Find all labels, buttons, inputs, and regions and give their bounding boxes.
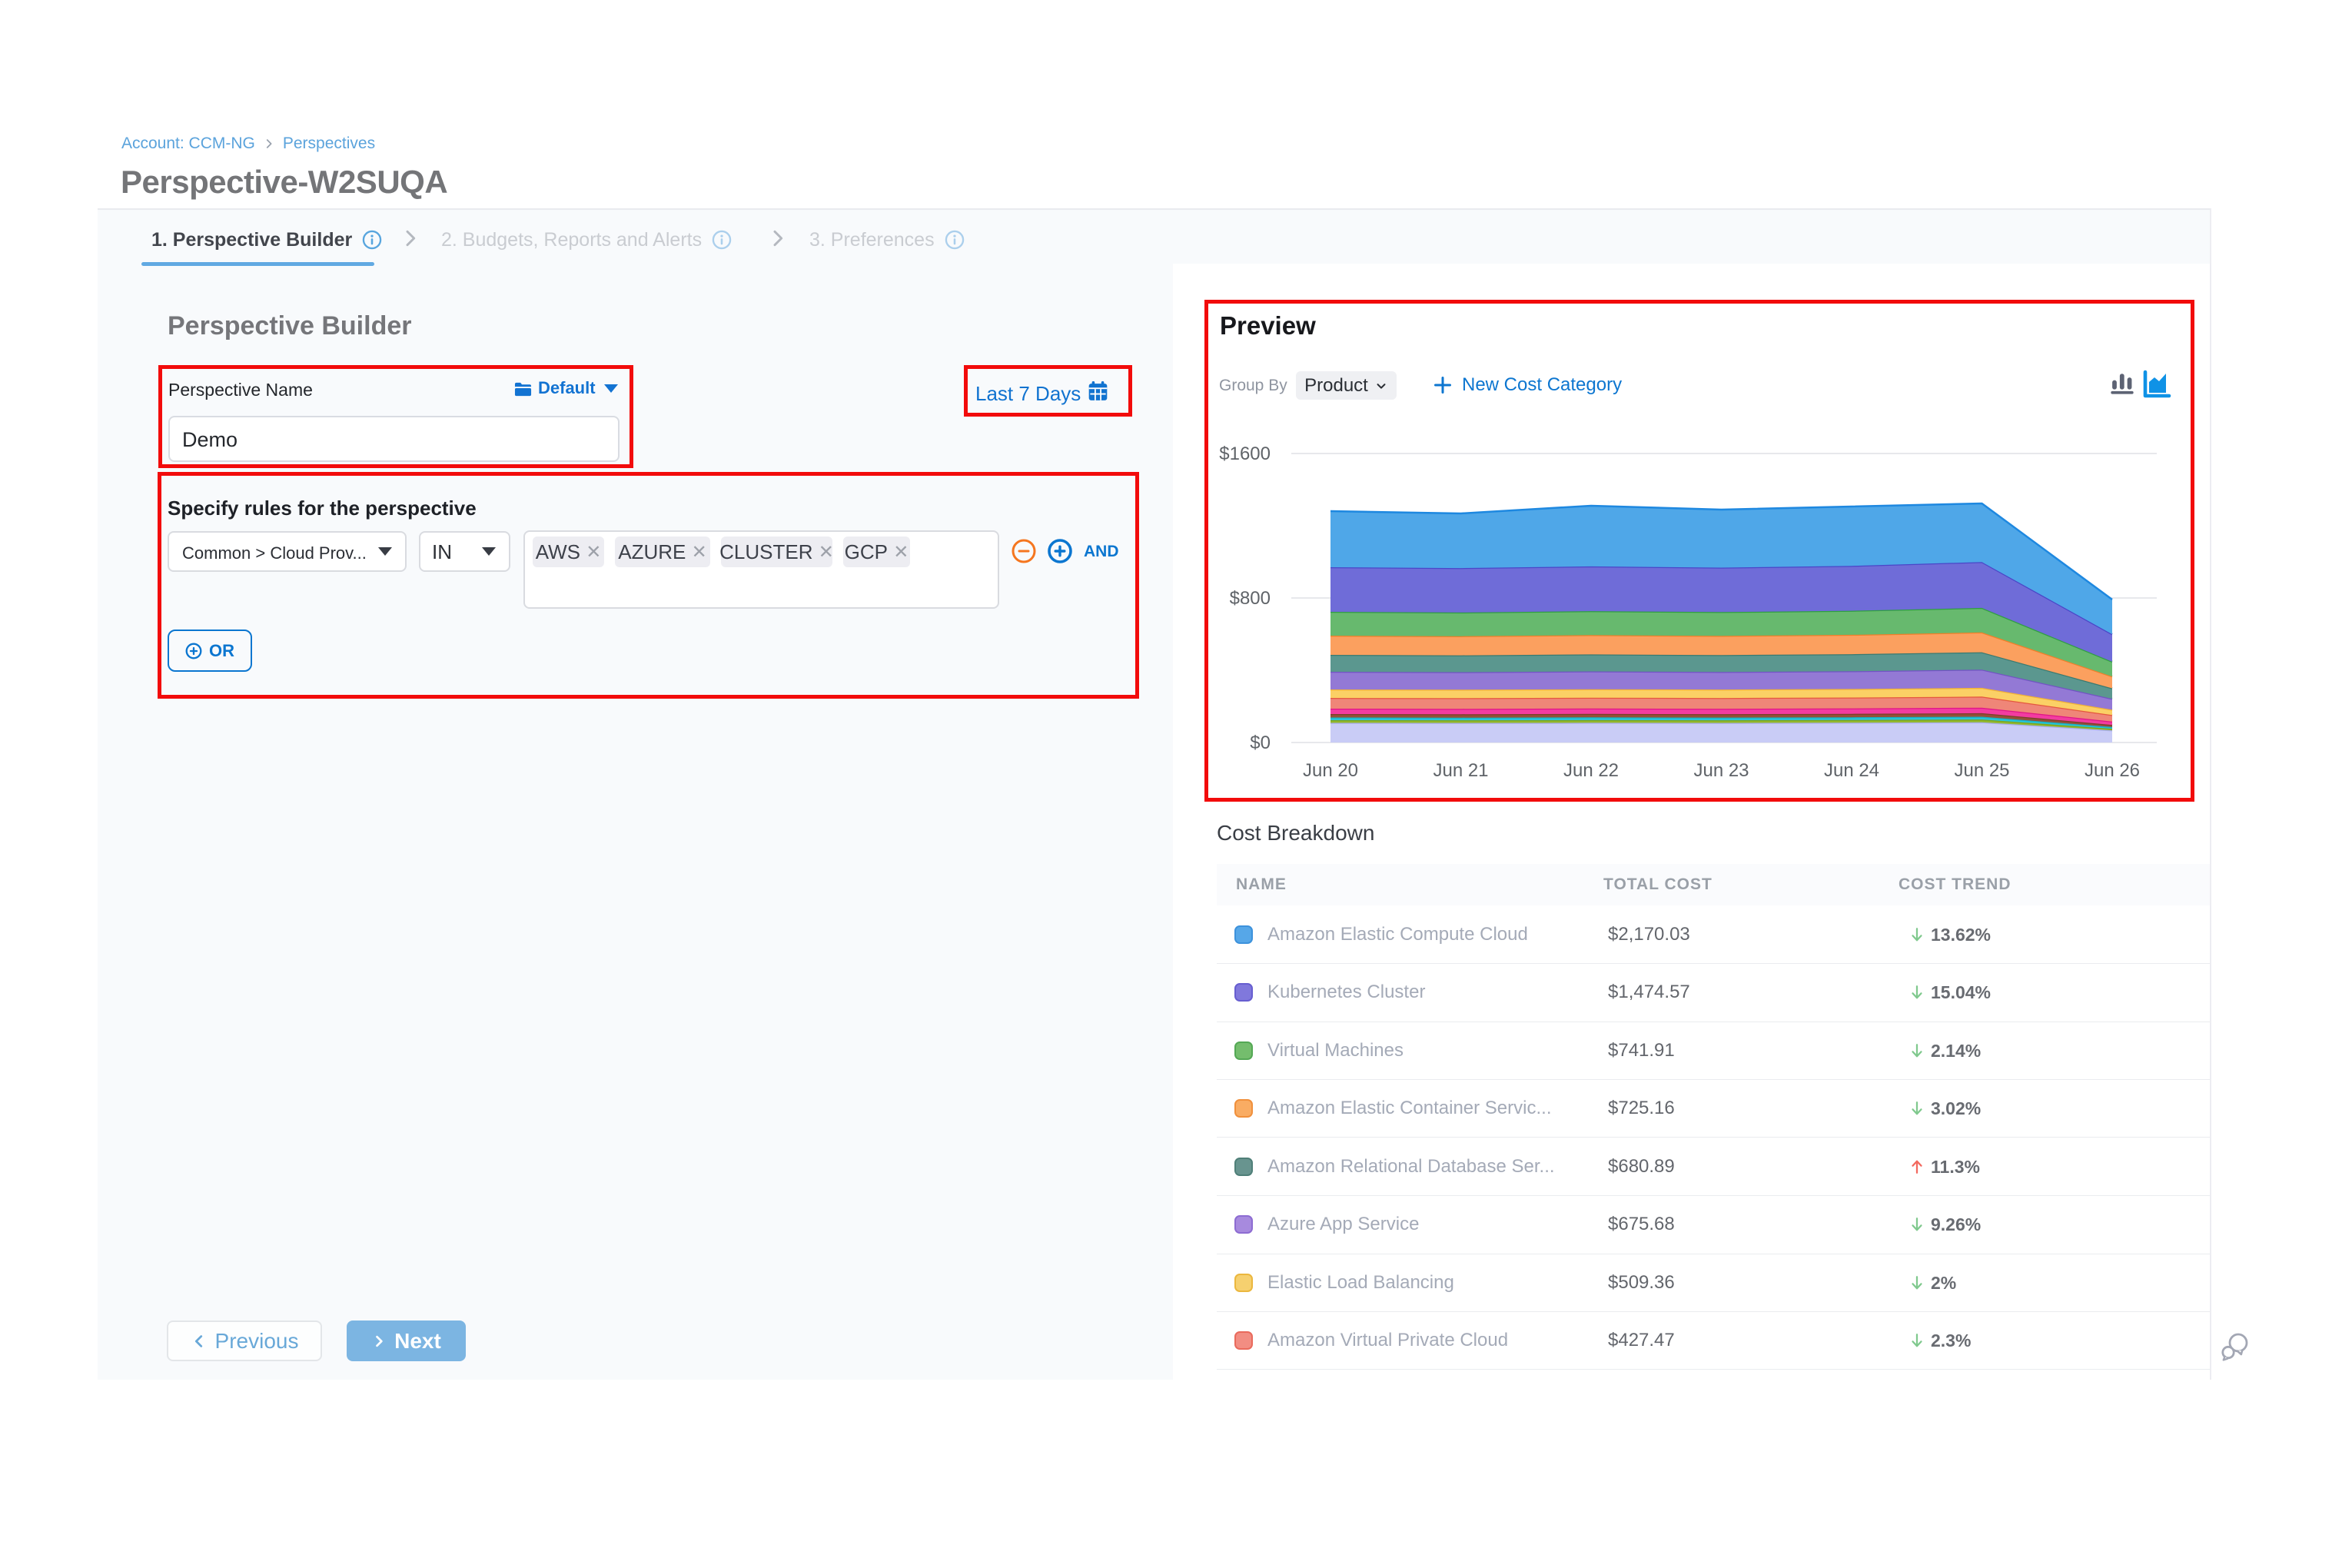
svg-text:$0: $0 [1250, 733, 1271, 753]
svg-text:Jun 21: Jun 21 [1433, 760, 1488, 781]
svg-text:$800: $800 [1230, 588, 1271, 609]
svg-text:Jun 24: Jun 24 [1824, 760, 1879, 781]
svg-text:Jun 26: Jun 26 [2085, 760, 2140, 781]
svg-text:Jun 23: Jun 23 [1693, 760, 1749, 781]
svg-text:Jun 22: Jun 22 [1563, 760, 1619, 781]
svg-text:$1600: $1600 [1219, 443, 1271, 464]
svg-text:Jun 25: Jun 25 [1954, 760, 2009, 781]
svg-text:Jun 20: Jun 20 [1303, 760, 1358, 781]
